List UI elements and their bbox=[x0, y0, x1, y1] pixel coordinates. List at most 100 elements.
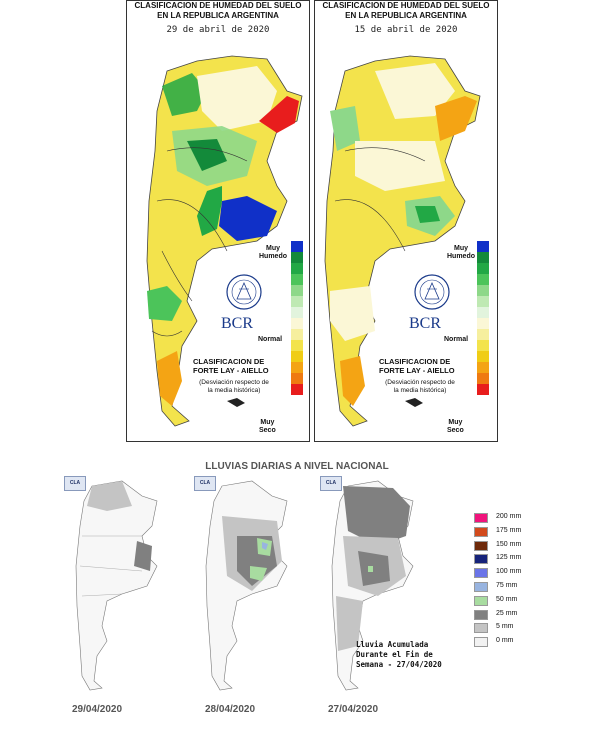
legend-very-dry-line1: Muy bbox=[260, 419, 275, 426]
legend-swatch-1 bbox=[291, 252, 303, 263]
legend-very-dry-line2: Seco bbox=[447, 427, 464, 434]
classification-title: CLASIFICACION DE FORTE LAY - AIELLO bbox=[379, 357, 455, 375]
legend-very-dry-label: Muy Seco bbox=[259, 419, 276, 435]
rain-map-apr27: CLA bbox=[318, 476, 448, 701]
rain-legend-swatch bbox=[474, 540, 488, 551]
legend-swatch-8 bbox=[477, 329, 489, 340]
legend-swatch-1 bbox=[477, 252, 489, 263]
accumulated-rain-note: Lluvia Acumulada Durante el Fin de Seman… bbox=[356, 640, 450, 670]
humid-core-buenos-aires bbox=[415, 206, 440, 223]
humid-zone-north bbox=[162, 73, 207, 116]
dry-zone-south bbox=[340, 356, 365, 406]
legend-very-dry-label: Muy Seco bbox=[447, 419, 464, 435]
legend-swatch-2 bbox=[477, 263, 489, 274]
description-line2: la media histórica) bbox=[393, 387, 447, 394]
humid-zone-patagonia bbox=[147, 286, 182, 321]
note-line2: Durante el Fin de bbox=[356, 650, 433, 659]
legend-very-humid-line2: Humedo bbox=[447, 253, 475, 260]
legend-swatch-3 bbox=[477, 274, 489, 285]
map-title-line1: CLASIFICACION DE HUMEDAD DEL SUELO bbox=[134, 1, 302, 10]
rain-legend-swatch bbox=[474, 526, 488, 537]
legend-swatch-4 bbox=[477, 285, 489, 296]
argentina-outline bbox=[75, 480, 158, 691]
rain-map-apr29: CLA bbox=[62, 476, 182, 701]
cla-badge: CLA bbox=[64, 476, 86, 491]
legend-swatch-12 bbox=[291, 373, 303, 384]
legend-very-humid-label: Muy Humedo bbox=[259, 245, 287, 261]
map-title-line2: EN LA REPUBLICA ARGENTINA bbox=[157, 11, 279, 20]
normal-zone-north bbox=[375, 63, 455, 119]
classification-line2: FORTE LAY - AIELLO bbox=[193, 366, 269, 375]
note-line3: Semana - 27/04/2020 bbox=[356, 660, 442, 669]
legend-swatch-2 bbox=[291, 263, 303, 274]
rain-25mm-north bbox=[343, 486, 410, 546]
legend-very-dry-line1: Muy bbox=[448, 419, 463, 426]
malvinas-islands bbox=[227, 398, 245, 407]
soil-moisture-map-apr15: CLASIFICACION DE HUMEDAD DEL SUELO EN LA… bbox=[314, 0, 498, 442]
rain-5mm-north bbox=[87, 481, 132, 511]
rain-25mm-center bbox=[358, 551, 390, 586]
map-title-line1: CLASIFICACION DE HUMEDAD DEL SUELO bbox=[322, 1, 490, 10]
legend-swatch-13 bbox=[477, 384, 489, 395]
bcr-logo-text: BCR bbox=[409, 315, 442, 332]
legend-swatch-4 bbox=[291, 285, 303, 296]
classification-description: (Desviación respecto de la media históri… bbox=[375, 379, 465, 395]
rain-legend-label: 125 mm bbox=[496, 554, 522, 562]
dry-zone-northeast bbox=[435, 96, 477, 141]
legend-very-humid-line1: Muy bbox=[266, 245, 280, 252]
moisture-legend-bar bbox=[477, 241, 489, 395]
classification-title: CLASIFICACION DE FORTE LAY - AIELLO bbox=[193, 357, 269, 375]
rain-legend-label: 25 mm bbox=[496, 609, 518, 617]
rain-legend-label: 50 mm bbox=[496, 595, 518, 603]
cla-badge: CLA bbox=[320, 476, 342, 491]
bcr-logo-text: BCR bbox=[221, 315, 254, 332]
rain-legend-label: 200 mm bbox=[496, 513, 522, 520]
soil-moisture-map-apr29: CLASIFICACION DE HUMEDAD DEL SUELO EN LA… bbox=[126, 0, 310, 442]
rain-legend-label: 0 mm bbox=[496, 637, 514, 645]
note-line1: Lluvia Acumulada bbox=[356, 640, 429, 649]
rain-date-3: 27/04/2020 bbox=[328, 704, 379, 715]
normal-zone-patagonia bbox=[330, 286, 375, 341]
rain-legend-label: 150 mm bbox=[496, 540, 522, 548]
legend-swatch-12 bbox=[477, 373, 489, 384]
humid-zone-center-core bbox=[187, 139, 227, 171]
rain-50mm-core bbox=[368, 566, 373, 572]
moisture-legend-bar bbox=[291, 241, 303, 395]
rain-legend-swatch bbox=[474, 582, 488, 592]
classification-line1: CLASIFICACION DE bbox=[379, 357, 451, 366]
description-line1: (Desviación respecto de bbox=[199, 379, 269, 386]
legend-swatch-3 bbox=[291, 274, 303, 285]
map-title: CLASIFICACION DE HUMEDAD DEL SUELO EN LA… bbox=[315, 1, 497, 21]
legend-swatch-7 bbox=[291, 318, 303, 329]
legend-swatch-10 bbox=[291, 351, 303, 362]
map-date: 15 de abril de 2020 bbox=[354, 25, 458, 35]
argentina-soil-map bbox=[324, 55, 481, 427]
cla-badge: CLA bbox=[194, 476, 216, 491]
legend-normal-label: Normal bbox=[258, 336, 283, 343]
rain-legend-swatch bbox=[474, 595, 488, 606]
legend-swatch-11 bbox=[477, 362, 489, 373]
map-title: CLASIFICACION DE HUMEDAD DEL SUELO EN LA… bbox=[127, 1, 309, 21]
rain-legend-swatch bbox=[474, 568, 488, 579]
description-line2: la media histórica) bbox=[207, 387, 261, 394]
humid-zone-west bbox=[330, 106, 360, 151]
rain-75mm-core bbox=[262, 542, 268, 550]
classification-line2: FORTE LAY - AIELLO bbox=[379, 366, 455, 375]
legend-swatch-9 bbox=[477, 340, 489, 351]
bcr-seal-logo bbox=[414, 274, 450, 310]
rain-legend-label: 5 mm bbox=[496, 623, 514, 631]
rain-25mm-east bbox=[134, 541, 152, 571]
rain-legend-swatch bbox=[474, 609, 488, 620]
rain-5mm-south bbox=[336, 596, 363, 651]
legend-swatch-7 bbox=[477, 318, 489, 329]
legend-swatch-9 bbox=[291, 340, 303, 351]
rain-legend-label: 175 mm bbox=[496, 526, 522, 534]
normal-zone-center bbox=[355, 141, 445, 191]
rain-legend-label: 100 mm bbox=[496, 568, 522, 576]
rain-50mm-south bbox=[250, 566, 267, 581]
rain-legend-label: 75 mm bbox=[496, 582, 518, 589]
rain-legend-swatch bbox=[474, 637, 488, 648]
map-date: 29 de abril de 2020 bbox=[166, 25, 270, 35]
legend-swatch-13 bbox=[291, 384, 303, 395]
normal-zone-center bbox=[197, 66, 277, 131]
